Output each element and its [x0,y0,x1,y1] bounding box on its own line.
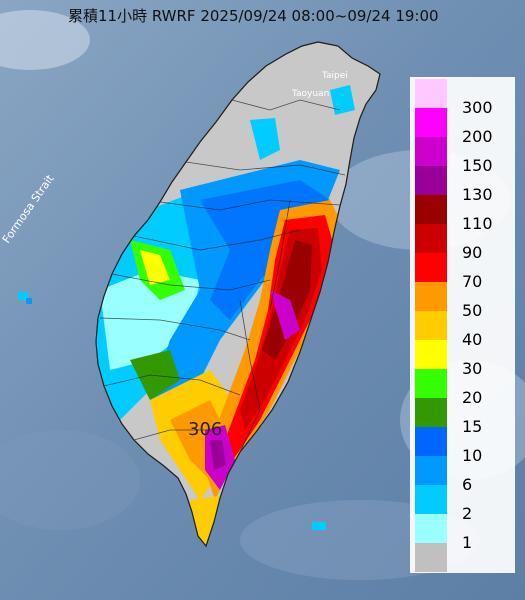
legend-swatch [415,369,447,398]
legend-swatch [415,427,447,456]
legend-swatch [415,79,447,108]
map-title: 累積11小時 RWRF 2025/09/24 08:00~09/24 19:00 [68,7,439,25]
legend-swatch [415,340,447,369]
legend-swatch [415,195,447,224]
zone-30mm-west [140,250,170,285]
legend-label: 6 [462,475,473,494]
legend-swatch [415,137,447,166]
zone-130mm [210,440,226,470]
legend-swatch [415,543,447,572]
legend-label: 150 [462,156,493,175]
legend-swatch [415,282,447,311]
legend-label: 40 [462,330,483,349]
legend-label: 200 [462,127,493,146]
county-boundaries [99,99,346,453]
legend-label: 20 [462,388,483,407]
legend-swatch [415,224,447,253]
legend-swatch [415,108,447,137]
legend-swatch [415,456,447,485]
legend-swatch [415,253,447,282]
legend-label: 10 [462,446,483,465]
legend-swatch [415,485,447,514]
rainfall-legend: 300 200 150 130 110 90 70 50 40 30 20 15 10 6 2 1 [410,77,515,573]
legend-label: 130 [462,185,493,204]
zone-2mm-north [250,118,280,160]
legend-swatch [415,514,447,543]
rainfall-zones [96,85,355,546]
zone-150mm-east [270,290,300,340]
max-rain-marker: 306 [188,419,223,440]
legend-swatch [415,166,447,195]
legend-label: 110 [462,214,493,233]
penghu-islet-1 [18,292,28,300]
legend-label: 30 [462,359,483,378]
taoyuan-label: Taoyuan [291,89,329,99]
legend-label: 300 [462,98,493,117]
zone-15mm [130,350,180,400]
zone-2mm-ne [330,85,355,115]
green-island [312,522,326,530]
legend-label: 2 [462,504,473,523]
legend-label: 70 [462,272,483,291]
legend-swatch [415,311,447,340]
legend-label: 50 [462,301,483,320]
legend-label: 1 [462,533,473,552]
taipei-label: Taipei [321,71,348,81]
penghu-islet-2 [26,298,32,304]
legend-label: 15 [462,417,483,436]
legend-swatch [415,398,447,427]
legend-label: 90 [462,243,483,262]
